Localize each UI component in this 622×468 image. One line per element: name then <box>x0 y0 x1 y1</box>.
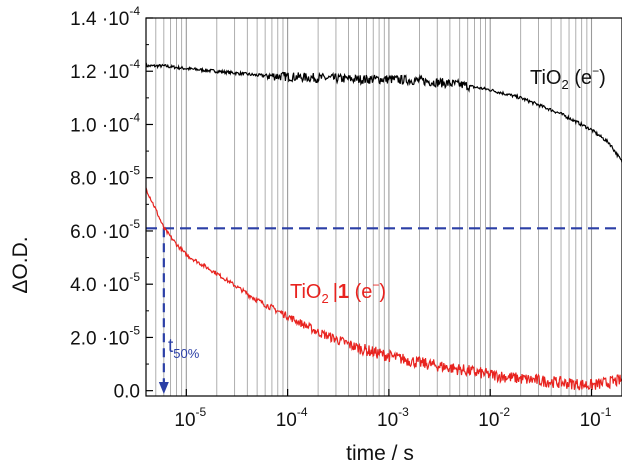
x-tick-label: 10-4 <box>276 405 308 431</box>
series-label-tio2-1: TiO2 |1 (e−) <box>290 278 386 306</box>
y-tick-label: 1.0 ·10-4 <box>70 110 140 136</box>
series-group <box>145 62 622 391</box>
t50-reference-lines <box>146 227 622 394</box>
y-tick-label: 1.4 ·10-4 <box>70 4 140 30</box>
x-tick-label: 10-3 <box>377 405 409 431</box>
x-axis-ticks: 10-5 10-4 10-3 10-2 10-1 <box>174 389 612 431</box>
plot-frame <box>145 17 622 397</box>
y-tick-label: 4.0 ·10-5 <box>70 270 140 296</box>
y-axis-ticks: 0.0 2.0 ·10-5 4.0 ·10-5 6.0 ·10-5 8.0 ·10-5 1… <box>70 4 153 403</box>
y-tick-label: 6.0 ·10-5 <box>70 217 140 243</box>
y-tick-label: 2.0 ·10-5 <box>70 323 140 349</box>
y-tick-label: 1.2 ·10-4 <box>70 57 140 83</box>
t50-label: t50% <box>168 336 200 361</box>
y-axis-label: ΔO.D. <box>9 236 32 293</box>
series-label-tio2: TiO2 (e−) <box>530 64 606 92</box>
y-tick-label: 8.0 ·10-5 <box>70 164 140 190</box>
x-tick-label: 10-5 <box>174 405 206 431</box>
x-axis-label: time / s <box>346 442 414 465</box>
x-tick-label: 10-1 <box>580 405 612 431</box>
t50-arrowhead <box>158 382 169 394</box>
y-tick-label: 0.0 <box>114 382 140 403</box>
series-line-tio2-1 <box>145 187 622 391</box>
grid-lines <box>145 18 622 396</box>
x-tick-label: 10-2 <box>478 405 510 431</box>
series-line-tio2 <box>145 62 622 163</box>
